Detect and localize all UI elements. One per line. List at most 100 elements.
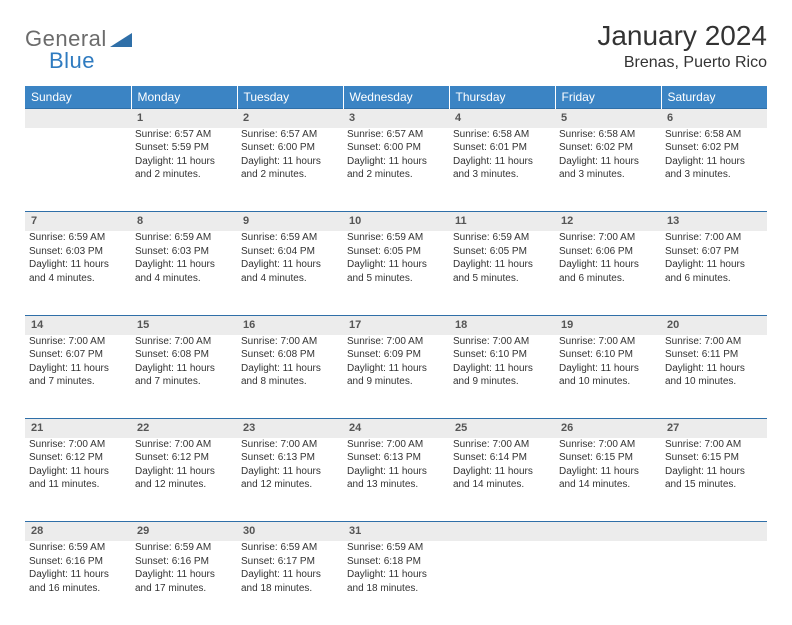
sunset-text: Sunset: 6:02 PM xyxy=(665,141,763,155)
sunrise-text: Sunrise: 6:57 AM xyxy=(135,128,233,142)
weekday-row: SundayMondayTuesdayWednesdayThursdayFrid… xyxy=(25,86,767,109)
day-number-cell: 22 xyxy=(131,419,237,438)
sunset-text: Sunset: 6:09 PM xyxy=(347,348,445,362)
calendar-head: SundayMondayTuesdayWednesdayThursdayFrid… xyxy=(25,86,767,109)
sunrise-text: Sunrise: 7:00 AM xyxy=(29,335,127,349)
daylight-text: Daylight: 11 hours and 2 minutes. xyxy=(135,155,233,182)
day-number-cell xyxy=(25,109,131,128)
day-content-cell: Sunrise: 7:00 AMSunset: 6:10 PMDaylight:… xyxy=(449,335,555,419)
sunrise-text: Sunrise: 6:59 AM xyxy=(241,231,339,245)
day-content-cell: Sunrise: 7:00 AMSunset: 6:14 PMDaylight:… xyxy=(449,438,555,522)
day-number-cell: 13 xyxy=(661,212,767,231)
day-content-cell: Sunrise: 7:00 AMSunset: 6:15 PMDaylight:… xyxy=(555,438,661,522)
sunrise-text: Sunrise: 6:59 AM xyxy=(29,231,127,245)
sunset-text: Sunset: 6:13 PM xyxy=(347,451,445,465)
sunset-text: Sunset: 6:17 PM xyxy=(241,555,339,569)
day-content-cell: Sunrise: 6:59 AMSunset: 6:05 PMDaylight:… xyxy=(449,231,555,315)
sunset-text: Sunset: 6:16 PM xyxy=(29,555,127,569)
sunrise-text: Sunrise: 6:59 AM xyxy=(347,231,445,245)
day-number-cell: 4 xyxy=(449,109,555,128)
sunset-text: Sunset: 6:11 PM xyxy=(665,348,763,362)
daylight-text: Daylight: 11 hours and 3 minutes. xyxy=(453,155,551,182)
sunrise-text: Sunrise: 7:00 AM xyxy=(453,438,551,452)
day-content-cell xyxy=(661,541,767,625)
sunset-text: Sunset: 6:08 PM xyxy=(135,348,233,362)
title-block: January 2024 Brenas, Puerto Rico xyxy=(597,20,767,72)
sunrise-text: Sunrise: 6:57 AM xyxy=(241,128,339,142)
day-content-cell: Sunrise: 7:00 AMSunset: 6:13 PMDaylight:… xyxy=(343,438,449,522)
content-row: Sunrise: 6:59 AMSunset: 6:03 PMDaylight:… xyxy=(25,231,767,315)
daylight-text: Daylight: 11 hours and 4 minutes. xyxy=(135,258,233,285)
content-row: Sunrise: 7:00 AMSunset: 6:07 PMDaylight:… xyxy=(25,335,767,419)
logo-blue-text: Blue xyxy=(49,48,95,74)
day-number-cell: 8 xyxy=(131,212,237,231)
day-content-cell: Sunrise: 6:57 AMSunset: 6:00 PMDaylight:… xyxy=(343,128,449,212)
sunrise-text: Sunrise: 6:59 AM xyxy=(453,231,551,245)
sunset-text: Sunset: 6:00 PM xyxy=(241,141,339,155)
daylight-text: Daylight: 11 hours and 3 minutes. xyxy=(665,155,763,182)
daylight-text: Daylight: 11 hours and 17 minutes. xyxy=(135,568,233,595)
weekday-header: Saturday xyxy=(661,86,767,109)
day-number-cell: 14 xyxy=(25,315,131,334)
sunrise-text: Sunrise: 6:58 AM xyxy=(453,128,551,142)
daylight-text: Daylight: 11 hours and 7 minutes. xyxy=(135,362,233,389)
daylight-text: Daylight: 11 hours and 6 minutes. xyxy=(559,258,657,285)
weekday-header: Wednesday xyxy=(343,86,449,109)
day-content-cell xyxy=(555,541,661,625)
sunset-text: Sunset: 6:01 PM xyxy=(453,141,551,155)
day-content-cell: Sunrise: 7:00 AMSunset: 6:08 PMDaylight:… xyxy=(131,335,237,419)
day-number-cell: 17 xyxy=(343,315,449,334)
sunset-text: Sunset: 6:16 PM xyxy=(135,555,233,569)
daylight-text: Daylight: 11 hours and 18 minutes. xyxy=(347,568,445,595)
sunset-text: Sunset: 6:05 PM xyxy=(453,245,551,259)
weekday-header: Friday xyxy=(555,86,661,109)
sunset-text: Sunset: 6:15 PM xyxy=(559,451,657,465)
day-number-cell: 5 xyxy=(555,109,661,128)
day-content-cell: Sunrise: 7:00 AMSunset: 6:07 PMDaylight:… xyxy=(661,231,767,315)
sunset-text: Sunset: 6:03 PM xyxy=(135,245,233,259)
daylight-text: Daylight: 11 hours and 5 minutes. xyxy=(453,258,551,285)
sunset-text: Sunset: 6:00 PM xyxy=(347,141,445,155)
month-title: January 2024 xyxy=(597,20,767,52)
daylight-text: Daylight: 11 hours and 5 minutes. xyxy=(347,258,445,285)
daylight-text: Daylight: 11 hours and 9 minutes. xyxy=(347,362,445,389)
sunrise-text: Sunrise: 6:58 AM xyxy=(665,128,763,142)
sunset-text: Sunset: 6:02 PM xyxy=(559,141,657,155)
weekday-header: Tuesday xyxy=(237,86,343,109)
daylight-text: Daylight: 11 hours and 6 minutes. xyxy=(665,258,763,285)
sunset-text: Sunset: 6:06 PM xyxy=(559,245,657,259)
day-content-cell xyxy=(25,128,131,212)
day-number-cell: 30 xyxy=(237,522,343,541)
sunrise-text: Sunrise: 6:59 AM xyxy=(347,541,445,555)
day-number-cell: 12 xyxy=(555,212,661,231)
sunrise-text: Sunrise: 7:00 AM xyxy=(135,438,233,452)
sunrise-text: Sunrise: 7:00 AM xyxy=(241,438,339,452)
weekday-header: Monday xyxy=(131,86,237,109)
daylight-text: Daylight: 11 hours and 12 minutes. xyxy=(135,465,233,492)
day-number-cell: 20 xyxy=(661,315,767,334)
logo: General Blue xyxy=(25,26,132,74)
sunset-text: Sunset: 6:12 PM xyxy=(135,451,233,465)
sunrise-text: Sunrise: 6:59 AM xyxy=(29,541,127,555)
day-number-cell: 31 xyxy=(343,522,449,541)
sunset-text: Sunset: 6:04 PM xyxy=(241,245,339,259)
daynum-row: 123456 xyxy=(25,109,767,128)
weekday-header: Sunday xyxy=(25,86,131,109)
day-number-cell: 11 xyxy=(449,212,555,231)
sunset-text: Sunset: 6:12 PM xyxy=(29,451,127,465)
sunset-text: Sunset: 6:13 PM xyxy=(241,451,339,465)
day-number-cell xyxy=(555,522,661,541)
sunrise-text: Sunrise: 6:59 AM xyxy=(241,541,339,555)
day-number-cell: 15 xyxy=(131,315,237,334)
day-content-cell: Sunrise: 6:57 AMSunset: 6:00 PMDaylight:… xyxy=(237,128,343,212)
day-number-cell xyxy=(449,522,555,541)
header: General Blue January 2024 Brenas, Puerto… xyxy=(25,20,767,74)
day-content-cell: Sunrise: 7:00 AMSunset: 6:12 PMDaylight:… xyxy=(131,438,237,522)
day-number-cell: 18 xyxy=(449,315,555,334)
sunset-text: Sunset: 6:03 PM xyxy=(29,245,127,259)
sunset-text: Sunset: 6:14 PM xyxy=(453,451,551,465)
daylight-text: Daylight: 11 hours and 11 minutes. xyxy=(29,465,127,492)
daylight-text: Daylight: 11 hours and 15 minutes. xyxy=(665,465,763,492)
day-number-cell: 9 xyxy=(237,212,343,231)
sunrise-text: Sunrise: 7:00 AM xyxy=(241,335,339,349)
